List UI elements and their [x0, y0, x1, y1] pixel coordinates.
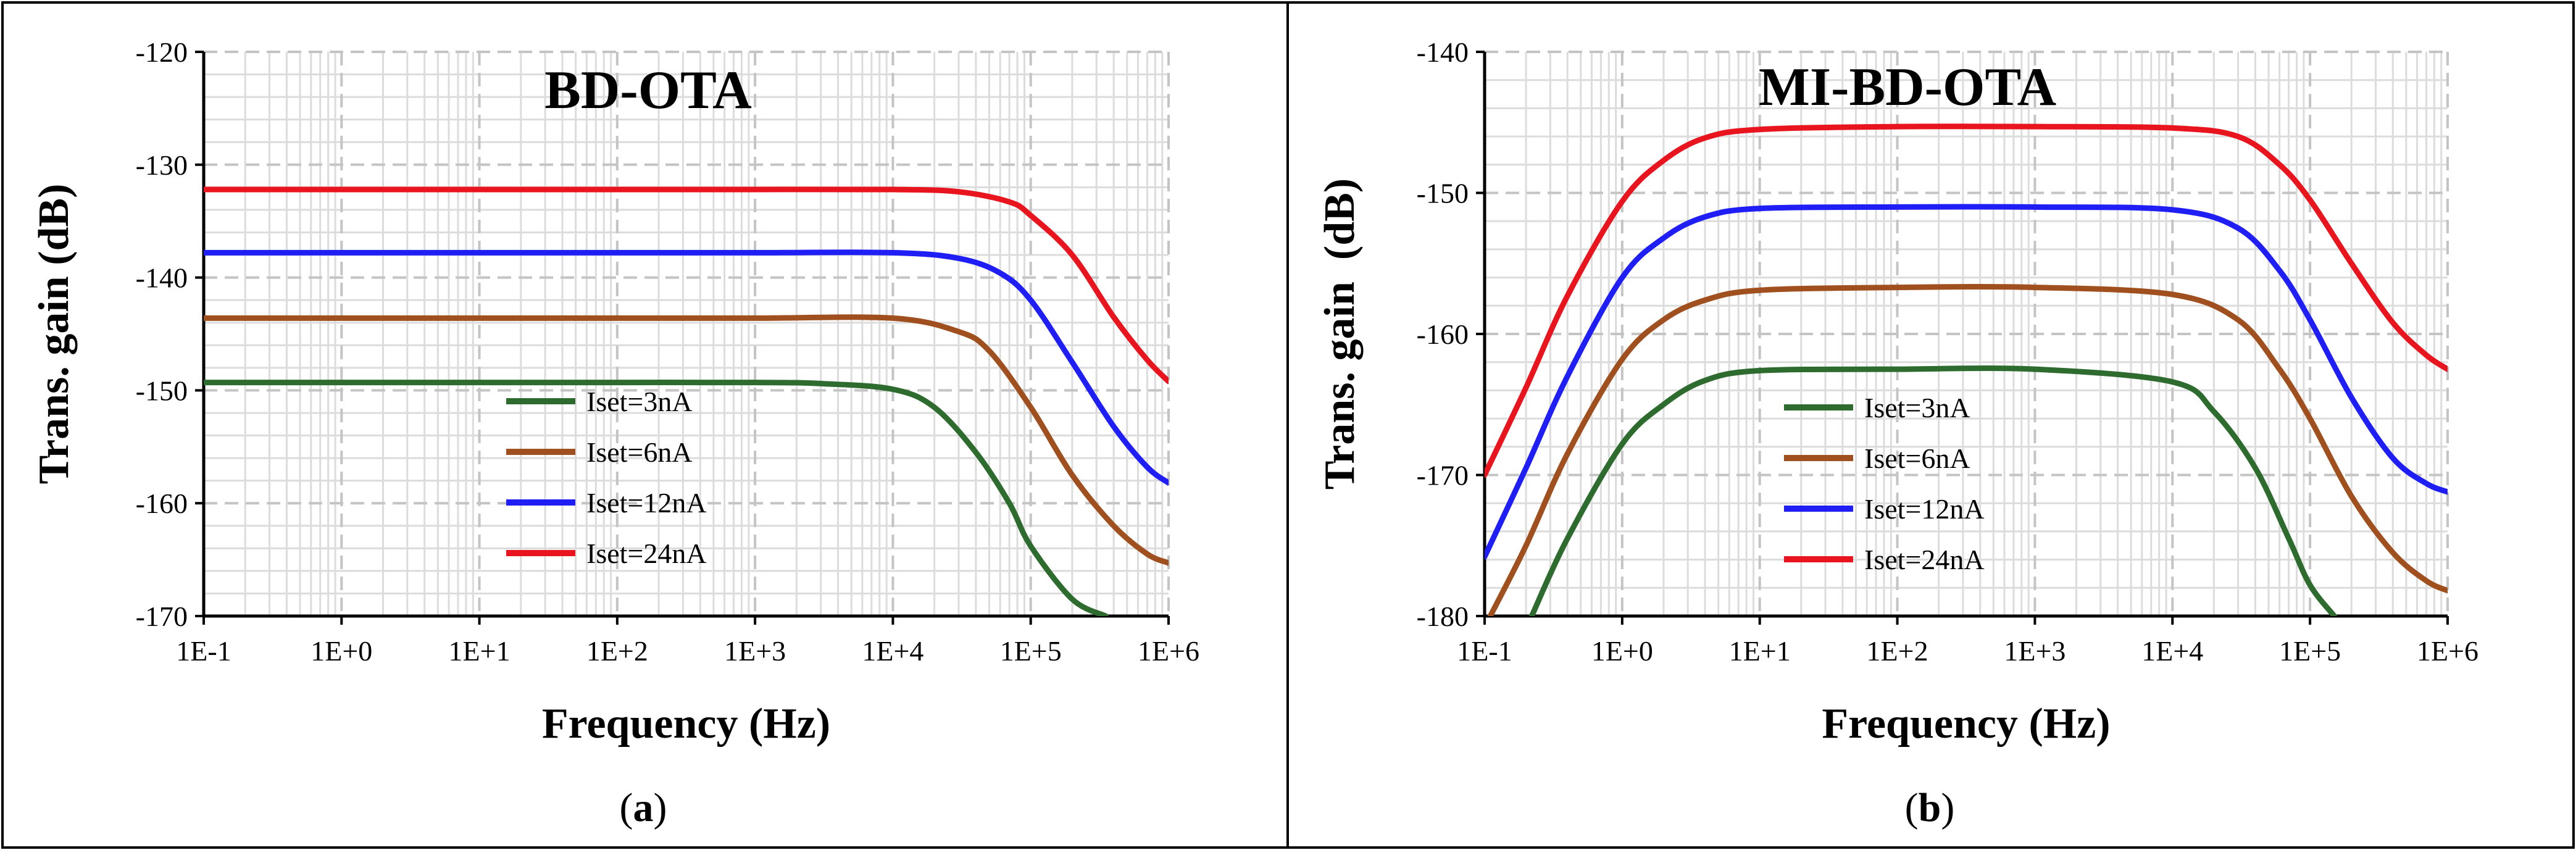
legend-label: Iset=3nA [1864, 392, 1970, 423]
x-tick-label: 1E+0 [311, 635, 372, 667]
legend-label: Iset=6nA [586, 436, 693, 468]
y-tick-label: -130 [136, 149, 188, 181]
y-tick-label: -140 [136, 262, 188, 294]
series-line-iset-3na [1528, 365, 2337, 616]
series-line-iset-12na [1485, 204, 2448, 560]
series-line-iset-12na [204, 249, 1169, 486]
y-axis-label: Trans. gain (dB) [30, 184, 78, 485]
y-tick-label: -120 [136, 36, 188, 68]
legend-label: Iset=24nA [1864, 544, 1985, 575]
series-line-iset-3na [204, 379, 1109, 616]
x-tick-label: 1E+0 [1591, 635, 1653, 667]
legend-label: Iset=3nA [586, 386, 693, 417]
y-tick-label: -160 [136, 488, 188, 519]
y-tick-label: -170 [1417, 460, 1469, 491]
plot-area [204, 52, 1169, 616]
x-tick-label: 1E+1 [1729, 635, 1791, 667]
legend-label: Iset=6nA [1864, 443, 1970, 474]
y-tick-label: -170 [136, 601, 188, 632]
x-tick-label: 1E+2 [1867, 635, 1928, 667]
y-tick-label: -140 [1417, 36, 1469, 68]
x-tick-label: 1E+1 [449, 635, 511, 667]
legend-label: Iset=12nA [586, 487, 707, 519]
x-tick-label: 1E+4 [2141, 635, 2203, 667]
x-tick-label: 1E+2 [586, 635, 648, 667]
caption-a-letter: a [633, 785, 654, 830]
x-tick-label: 1E+6 [1138, 635, 1199, 667]
chart-title: MI-BD-OTA [1759, 57, 2056, 117]
legend-label: Iset=12nA [1864, 493, 1985, 525]
y-tick-label: -160 [1417, 319, 1469, 350]
x-tick-label: 1E-1 [1457, 635, 1512, 667]
caption-b: (b) [1905, 785, 1955, 830]
x-tick-label: 1E+3 [2004, 635, 2065, 667]
x-tick-label: 1E+5 [2279, 635, 2341, 667]
caption-a: (a) [620, 785, 667, 830]
chart-title: BD-OTA [544, 60, 752, 120]
series-line-iset-6na [204, 314, 1169, 566]
x-tick-label: 1E+3 [724, 635, 786, 667]
x-tick-label: 1E+4 [862, 635, 923, 667]
series-line-iset-24na [204, 186, 1169, 385]
y-tick-label: -180 [1417, 601, 1469, 632]
y-tick-label: -150 [136, 375, 188, 406]
x-axis-label: Frequency (Hz) [1822, 700, 2110, 748]
caption-b-letter: b [1919, 785, 1941, 830]
y-axis-label: Trans. gain (dB) [1316, 178, 1364, 490]
x-tick-label: 1E+6 [2417, 635, 2478, 667]
x-tick-label: 1E+5 [1000, 635, 1062, 667]
y-tick-label: -150 [1417, 178, 1469, 209]
series-line-iset-24na [1485, 123, 2448, 478]
legend-label: Iset=24nA [586, 538, 707, 569]
x-tick-label: 1E-1 [176, 635, 231, 667]
x-axis-label: Frequency (Hz) [542, 700, 830, 748]
series-line-iset-6na [1487, 284, 2448, 616]
